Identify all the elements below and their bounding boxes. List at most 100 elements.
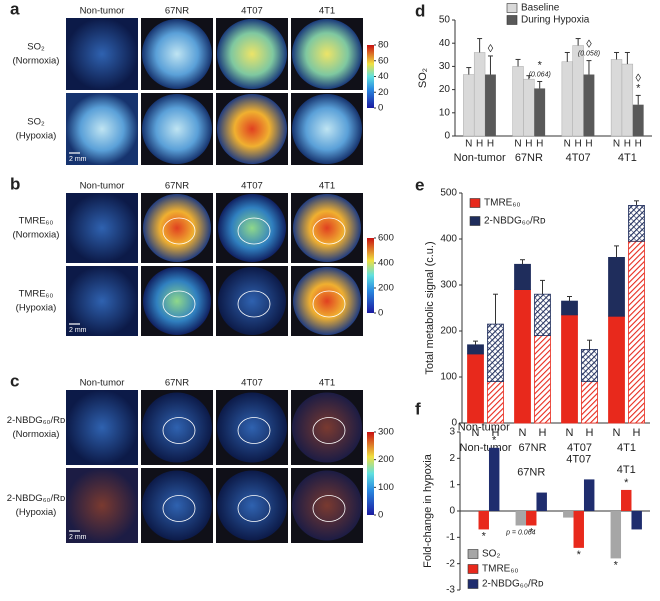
group-label: Non-tumor [460, 442, 512, 454]
x-tick-label: N [519, 427, 527, 439]
colorbar-tick-label: 20 [378, 87, 389, 98]
colorbar-tick-label: 80 [378, 40, 389, 51]
x-tick-label: H [492, 427, 500, 439]
column-header: 67NR [165, 181, 189, 192]
group-label: 67NR [518, 442, 546, 454]
tumor-outline [312, 217, 346, 245]
legend-label: During Hypoxia [521, 15, 590, 26]
x-tick-label: N [472, 427, 480, 439]
x-tick-label: N [613, 427, 621, 439]
image-window [293, 194, 361, 262]
bar [621, 63, 634, 137]
y-tick-label: 300 [440, 280, 457, 291]
bar-segment [514, 263, 531, 290]
group-label: 4T07 [566, 152, 591, 164]
annotation: * [492, 435, 497, 447]
bar [526, 511, 537, 526]
legend-swatch [467, 579, 479, 589]
bar-segment [467, 344, 484, 355]
row-label: (Hypoxia) [16, 131, 57, 142]
image-background [66, 93, 138, 165]
y-tick-label: 100 [440, 372, 457, 383]
y-tick-label: 0 [449, 506, 455, 517]
bar-segment [467, 353, 484, 424]
column-header: Non-tumor [80, 378, 125, 389]
image-background [66, 468, 138, 543]
bar [534, 88, 546, 136]
tumor-outline [237, 290, 271, 318]
x-tick-label: H [536, 139, 543, 150]
legend-label: 2-NBDG₆₀/Rᴅ [482, 579, 544, 590]
scale-bar-label: 2 mm [69, 534, 87, 541]
legend-swatch [469, 198, 481, 208]
colorbar-tick-label: 400 [378, 258, 394, 269]
y-tick-label: 500 [440, 188, 457, 199]
colorbar-tick-label: 200 [378, 454, 394, 465]
tumor-outline [237, 417, 271, 444]
annotation: p = 0.064 [505, 529, 535, 536]
x-tick-label: H [476, 139, 483, 150]
image-window [218, 194, 286, 262]
image-window [142, 470, 212, 541]
y-tick-label: 20 [439, 84, 451, 95]
x-tick-label: N [564, 139, 571, 150]
x-tick-label: N [566, 427, 574, 439]
annotation: ◊ [488, 43, 494, 55]
bar [561, 61, 573, 137]
legend-label: Baseline [521, 3, 560, 14]
group-label: 4T07 [566, 453, 591, 465]
legend-swatch [506, 15, 518, 25]
image-window [217, 392, 287, 463]
image-window [217, 470, 287, 541]
column-header: 67NR [165, 378, 189, 389]
x-tick-label: H [585, 139, 592, 150]
bar [485, 74, 496, 136]
y-tick-label: 1 [449, 479, 455, 490]
group-label: 4T1 [617, 464, 636, 476]
bar-segment [561, 300, 578, 316]
column-header: 4T07 [241, 6, 263, 17]
y-tick-label: -2 [446, 558, 455, 569]
y-tick-label: 30 [439, 61, 451, 72]
x-tick-label: N [613, 139, 620, 150]
bar-segment [514, 289, 531, 424]
bar [573, 511, 584, 548]
group-label: Non-tumor [454, 152, 506, 164]
bar [621, 489, 632, 511]
image-window [293, 267, 361, 335]
x-tick-label: H [575, 139, 582, 150]
x-tick-label: N [514, 139, 521, 150]
column-header: Non-tumor [80, 181, 125, 192]
colorbar-tick-label: 0 [378, 510, 383, 521]
image-window [142, 19, 212, 89]
legend-swatch [469, 216, 481, 226]
legend-label: TMRE₆₀ [482, 564, 519, 575]
y-tick-label: 50 [439, 15, 451, 26]
x-tick-label: H [586, 427, 594, 439]
legend-swatch [467, 549, 479, 559]
x-tick-label: H [487, 139, 494, 150]
bar [610, 59, 623, 137]
bar-segment [628, 205, 645, 242]
row-label: (Normoxia) [13, 230, 60, 241]
y-tick-label: 200 [440, 326, 457, 337]
y-tick-label: -3 [446, 585, 455, 596]
colorbar-tick-label: 100 [378, 482, 394, 493]
bar [631, 511, 642, 530]
row-label: (Normoxia) [13, 56, 60, 67]
colorbar-tick-label: 60 [378, 55, 389, 66]
tumor-outline [162, 217, 196, 245]
image-window [143, 267, 211, 335]
legend-swatch [506, 3, 518, 13]
image-window [292, 392, 362, 463]
bar [583, 74, 595, 136]
panel-letter: a [10, 0, 20, 18]
y-axis-label: SO₂ [417, 68, 429, 88]
annotation: * [624, 477, 629, 489]
annotation: * [482, 530, 487, 542]
column-header: 4T07 [241, 378, 263, 389]
scale-bar-label: 2 mm [69, 156, 87, 163]
bar-segment [534, 293, 551, 337]
tumor-outline [162, 417, 196, 444]
legend-label: TMRE₆₀ [484, 198, 521, 209]
